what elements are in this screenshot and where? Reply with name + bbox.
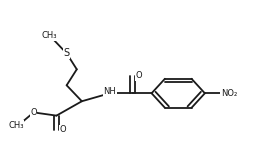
- Text: NO₂: NO₂: [220, 89, 236, 98]
- Text: CH₃: CH₃: [41, 31, 56, 40]
- Text: O: O: [135, 71, 142, 80]
- Text: O: O: [59, 125, 66, 134]
- Text: NH: NH: [103, 87, 116, 96]
- Text: O: O: [30, 108, 37, 117]
- Text: CH₃: CH₃: [8, 121, 24, 130]
- Text: S: S: [63, 48, 69, 58]
